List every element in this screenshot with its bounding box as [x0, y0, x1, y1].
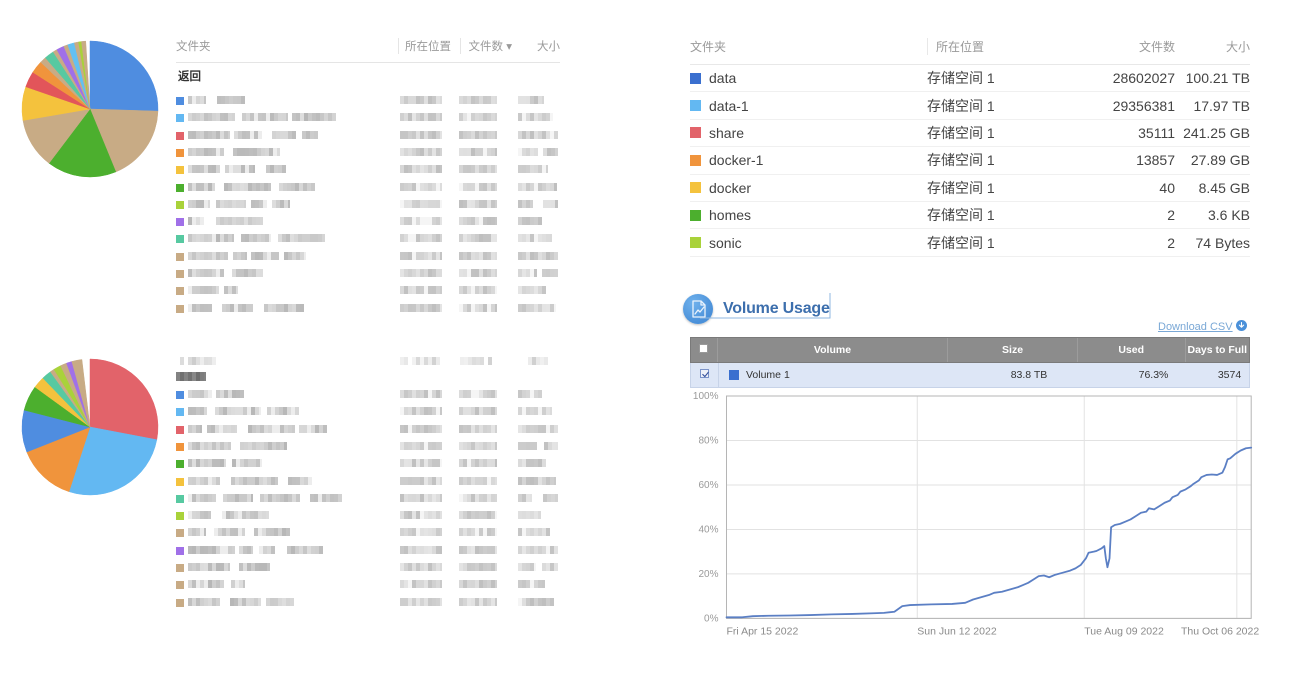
- svg-text:40%: 40%: [698, 524, 718, 535]
- svg-text:80%: 80%: [698, 435, 718, 446]
- svg-text:Sun Jun 12 2022: Sun Jun 12 2022: [917, 625, 997, 637]
- svg-text:Fri Apr 15 2022: Fri Apr 15 2022: [727, 625, 799, 637]
- svg-text:0%: 0%: [704, 613, 719, 624]
- svg-text:100%: 100%: [693, 391, 719, 402]
- svg-text:20%: 20%: [698, 569, 718, 580]
- svg-text:Tue Aug 09 2022: Tue Aug 09 2022: [1084, 625, 1164, 637]
- svg-text:60%: 60%: [698, 480, 718, 491]
- svg-text:Thu Oct 06 2022: Thu Oct 06 2022: [1181, 625, 1259, 637]
